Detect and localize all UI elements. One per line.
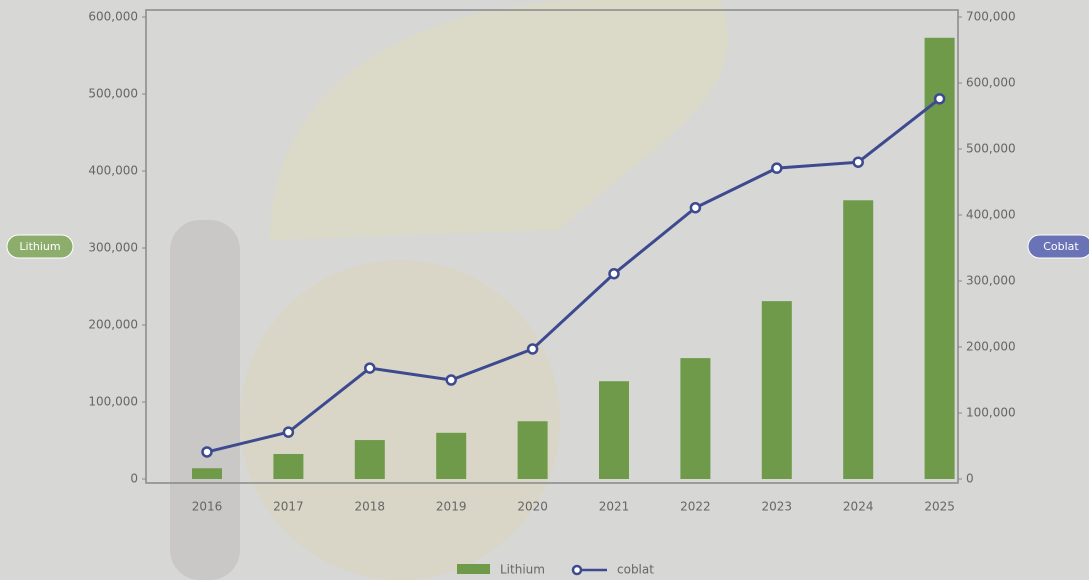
- y-tick-label: 300,000: [88, 241, 138, 255]
- y-tick-label: 0: [130, 472, 138, 486]
- y2-tick-label: 300,000: [966, 274, 1016, 288]
- bar: [517, 421, 548, 479]
- y2-tick-label: 600,000: [966, 76, 1016, 90]
- legend-label: coblat: [617, 563, 654, 577]
- point: [445, 374, 457, 386]
- point: [689, 201, 702, 214]
- point: [933, 93, 946, 105]
- x-tick-label: 2022: [680, 500, 711, 514]
- decor: [270, 0, 728, 240]
- y2-tick-label: 0: [966, 472, 974, 486]
- legend-marker: [571, 564, 583, 576]
- bar: [680, 358, 711, 479]
- x-tick-label: 2025: [924, 500, 955, 514]
- x-tick-label: 2024: [843, 500, 874, 514]
- bar: [761, 301, 792, 479]
- y2-label-text: Coblat: [1043, 240, 1079, 253]
- x-tick-label: 2018: [355, 500, 386, 514]
- point: [364, 362, 376, 374]
- point: [201, 446, 213, 458]
- y2-tick-label: 700,000: [966, 10, 1016, 24]
- point: [282, 426, 295, 438]
- legend-swatch: [457, 564, 490, 574]
- y-label-text: Lithium: [19, 240, 60, 253]
- bar: [924, 37, 955, 479]
- y-tick-label: 200,000: [88, 318, 138, 332]
- bar: [354, 440, 385, 479]
- bar: [192, 468, 222, 479]
- point: [852, 156, 864, 168]
- x-tick-label: 2017: [273, 500, 304, 514]
- x-tick-label: 2021: [599, 500, 630, 514]
- bar: [273, 453, 304, 479]
- y2-axis-label: Coblat: [1027, 234, 1089, 259]
- y-axis-label: Lithium: [6, 234, 74, 259]
- decor: [170, 220, 240, 580]
- y-label-pill: [6, 234, 74, 259]
- legend-label: Lithium: [500, 563, 545, 577]
- y2-tick-label: 100,000: [966, 406, 1016, 420]
- point: [608, 267, 620, 280]
- x-tick-label: 2023: [762, 500, 793, 514]
- y-tick-label: 500,000: [88, 87, 138, 101]
- y-tick-label: 100,000: [88, 395, 138, 409]
- point: [771, 162, 783, 174]
- y-tick-label: 400,000: [88, 164, 138, 178]
- bar: [436, 432, 467, 479]
- x-tick-label: 2020: [517, 500, 548, 514]
- y-tick-label: 600,000: [88, 10, 138, 24]
- x-tick-label: 2019: [436, 500, 467, 514]
- decor: [240, 260, 560, 580]
- y2-tick-label: 200,000: [966, 340, 1016, 354]
- y2-tick-label: 500,000: [966, 142, 1016, 156]
- bar: [843, 200, 874, 479]
- y2-tick-label: 400,000: [966, 208, 1016, 222]
- point: [526, 343, 539, 355]
- line: [206, 97, 941, 454]
- x-tick-label: 2016: [192, 500, 223, 514]
- bar: [599, 381, 629, 479]
- y2-label-pill: [1027, 234, 1089, 259]
- plot-frame: [145, 9, 959, 484]
